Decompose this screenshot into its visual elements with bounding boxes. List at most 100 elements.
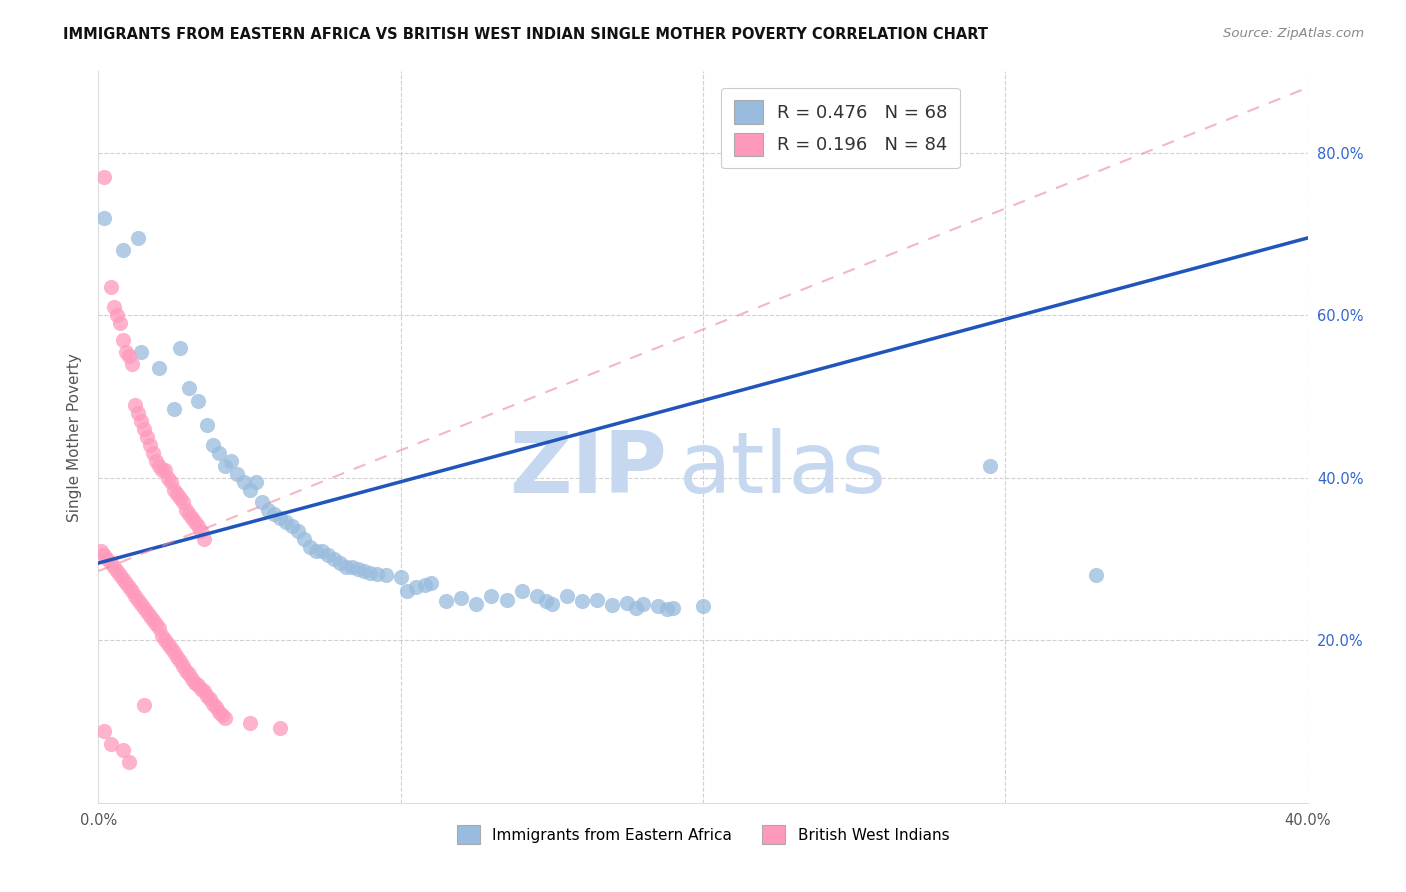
- Point: [366, 566, 388, 581]
- Point: [190, 681, 212, 696]
- Point: [179, 508, 201, 522]
- Point: [187, 519, 209, 533]
- Point: [156, 471, 179, 485]
- Point: [586, 592, 609, 607]
- Point: [281, 519, 304, 533]
- Point: [245, 475, 267, 489]
- Point: [342, 560, 364, 574]
- Point: [193, 532, 215, 546]
- Point: [195, 417, 218, 432]
- Point: [93, 724, 115, 739]
- Point: [142, 446, 165, 460]
- Point: [184, 516, 207, 530]
- Point: [214, 711, 236, 725]
- Point: [205, 699, 228, 714]
- Point: [263, 508, 285, 522]
- Point: [202, 697, 225, 711]
- Point: [571, 594, 593, 608]
- Point: [174, 503, 197, 517]
- Point: [239, 716, 262, 731]
- Point: [316, 548, 339, 562]
- Point: [127, 231, 149, 245]
- Point: [153, 462, 176, 476]
- Point: [540, 597, 562, 611]
- Point: [108, 316, 131, 330]
- Point: [200, 691, 222, 706]
- Point: [169, 654, 191, 668]
- Point: [129, 344, 152, 359]
- Point: [118, 349, 141, 363]
- Point: [160, 475, 183, 489]
- Point: [211, 708, 233, 723]
- Point: [100, 737, 122, 751]
- Point: [169, 341, 191, 355]
- Point: [166, 487, 188, 501]
- Point: [148, 621, 170, 635]
- Point: [132, 698, 155, 713]
- Point: [179, 381, 201, 395]
- Point: [239, 483, 262, 497]
- Point: [534, 594, 557, 608]
- Text: ZIP: ZIP: [509, 428, 666, 511]
- Point: [208, 705, 231, 719]
- Point: [292, 532, 315, 546]
- Point: [129, 597, 152, 611]
- Point: [169, 491, 191, 505]
- Text: IMMIGRANTS FROM EASTERN AFRICA VS BRITISH WEST INDIAN SINGLE MOTHER POVERTY CORR: IMMIGRANTS FROM EASTERN AFRICA VS BRITIS…: [63, 27, 988, 42]
- Point: [181, 673, 204, 687]
- Point: [132, 422, 155, 436]
- Point: [124, 589, 146, 603]
- Point: [311, 544, 333, 558]
- Point: [142, 613, 165, 627]
- Point: [139, 438, 162, 452]
- Point: [96, 552, 118, 566]
- Point: [221, 454, 243, 468]
- Point: [90, 544, 112, 558]
- Point: [616, 596, 638, 610]
- Point: [193, 683, 215, 698]
- Point: [93, 211, 115, 225]
- Point: [160, 641, 183, 656]
- Point: [232, 475, 254, 489]
- Point: [103, 300, 125, 314]
- Point: [181, 511, 204, 525]
- Point: [153, 633, 176, 648]
- Point: [274, 516, 297, 530]
- Point: [108, 568, 131, 582]
- Point: [214, 458, 236, 473]
- Point: [413, 578, 436, 592]
- Point: [93, 548, 115, 562]
- Point: [118, 581, 141, 595]
- Point: [166, 649, 188, 664]
- Point: [526, 589, 548, 603]
- Point: [374, 568, 396, 582]
- Point: [202, 438, 225, 452]
- Point: [256, 503, 278, 517]
- Point: [269, 721, 291, 735]
- Point: [647, 599, 669, 614]
- Point: [135, 605, 157, 619]
- Point: [124, 398, 146, 412]
- Point: [602, 599, 624, 613]
- Point: [450, 591, 472, 605]
- Point: [187, 678, 209, 692]
- Point: [360, 566, 382, 580]
- Point: [631, 597, 654, 611]
- Point: [111, 333, 134, 347]
- Point: [555, 589, 578, 603]
- Point: [190, 524, 212, 538]
- Point: [127, 406, 149, 420]
- Point: [347, 562, 370, 576]
- Point: [145, 617, 167, 632]
- Y-axis label: Single Mother Poverty: Single Mother Poverty: [66, 352, 82, 522]
- Point: [395, 584, 418, 599]
- Point: [111, 743, 134, 757]
- Point: [172, 659, 194, 673]
- Point: [626, 600, 648, 615]
- Point: [287, 524, 309, 538]
- Point: [187, 393, 209, 408]
- Point: [208, 446, 231, 460]
- Point: [335, 560, 357, 574]
- Point: [495, 592, 517, 607]
- Point: [323, 552, 346, 566]
